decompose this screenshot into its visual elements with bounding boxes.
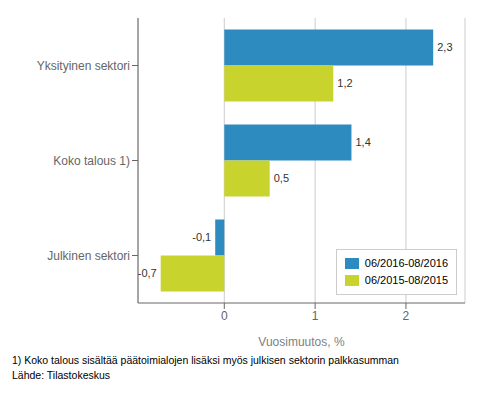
svg-text:Julkinen sektori: Julkinen sektori: [47, 249, 130, 263]
svg-text:0: 0: [221, 309, 228, 323]
svg-text:Yksityinen sektori: Yksityinen sektori: [37, 59, 130, 73]
svg-text:1,2: 1,2: [337, 77, 352, 89]
svg-text:2,3: 2,3: [437, 41, 452, 53]
svg-text:-0,7: -0,7: [138, 267, 157, 279]
html-text:1) Koko talous sisältää päätoi: 1) Koko talous sisältää päätoimialojen l…: [12, 354, 399, 366]
html-text:06/2016-08/2016: 06/2016-08/2016: [364, 257, 448, 269]
svg-text:Koko talous 1): Koko talous 1): [53, 154, 130, 168]
svg-text:1: 1: [312, 309, 319, 323]
html-text:06/2015-08/2015: 06/2015-08/2015: [364, 274, 448, 286]
svg-text:-0,1: -0,1: [192, 231, 211, 243]
svg-text:0,5: 0,5: [274, 172, 289, 184]
svg-text:2: 2: [403, 309, 410, 323]
html-text:Lähde: Tilastokeskus: Lähde: Tilastokeskus: [12, 369, 111, 381]
svg-text:1,4: 1,4: [355, 136, 370, 148]
svg-text:Vuosimuutos, %: Vuosimuutos, %: [258, 335, 345, 349]
